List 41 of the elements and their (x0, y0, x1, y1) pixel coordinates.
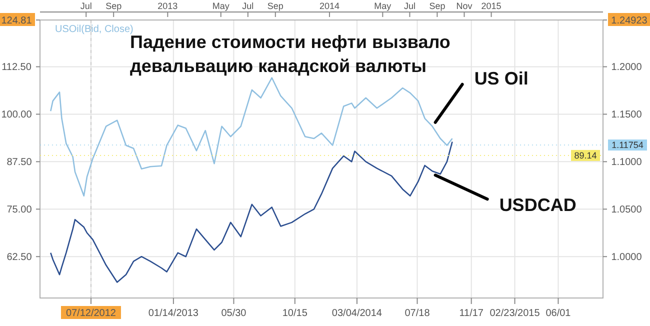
x2-tick-label: Sep (106, 1, 122, 11)
y2-tick-label: 1.0000 (611, 252, 642, 264)
x-tick-label: 02/23/2015 (490, 308, 540, 319)
x-tick-label: 03/04/2014 (332, 308, 382, 319)
y2-tick-label: 1.0500 (611, 204, 642, 216)
x2-tick-label: Sep (429, 1, 446, 11)
ref-line-label: 89.14 (574, 150, 597, 160)
y2-tick-label: 1.1000 (611, 157, 642, 168)
x2-tick-label: Jul (242, 1, 254, 11)
y-tick-label: 87.50 (6, 157, 32, 168)
x2-tick-label: May (212, 1, 230, 11)
x-tick-label: 10/15 (282, 308, 308, 319)
x2-tick-label: Nov (456, 1, 473, 11)
x2-tick-label: 2014 (319, 1, 340, 11)
x-tick-label: 07/18 (404, 308, 430, 319)
x-tick-label: 11/17 (459, 308, 484, 319)
ref-line-label: 1.11754 (612, 140, 644, 150)
x2-tick-label: Jul (80, 1, 92, 11)
annotation: USOil(Bid, Close) (55, 24, 134, 35)
line-series (50, 77, 453, 197)
y-tick-label: 124.81 (1, 16, 32, 26)
y2-tick-label: 1.1500 (611, 110, 642, 121)
y2-tick-label: 1.2000 (611, 62, 642, 74)
x2-tick-label: Sep (267, 1, 284, 11)
x-tick-label: 01/14/2013 (148, 308, 199, 319)
text: Падение стоимости нефти вызвало девальвацию канадской валюты (130, 32, 450, 76)
line-series (50, 141, 453, 283)
text: US Oil (474, 68, 528, 88)
x2-tick-label: 2013 (158, 1, 178, 11)
x2-tick-label: Jul (404, 1, 416, 11)
y-tick-label: 100.00 (1, 110, 32, 121)
x2-tick-label: May (374, 1, 392, 11)
y2-tick-label: 1.24923 (611, 16, 648, 26)
x2-tick-label: 2015 (481, 1, 502, 11)
text: USDCAD (499, 195, 576, 216)
x-tick-label: 06/01 (546, 308, 572, 319)
x-tick-label: 07/12/2012 (66, 308, 116, 319)
y-tick-label: 75.00 (6, 204, 32, 216)
x-tick-label: 05/30 (221, 308, 247, 319)
y-tick-label: 112.50 (2, 62, 32, 74)
y-tick-label: 62.50 (6, 252, 32, 264)
